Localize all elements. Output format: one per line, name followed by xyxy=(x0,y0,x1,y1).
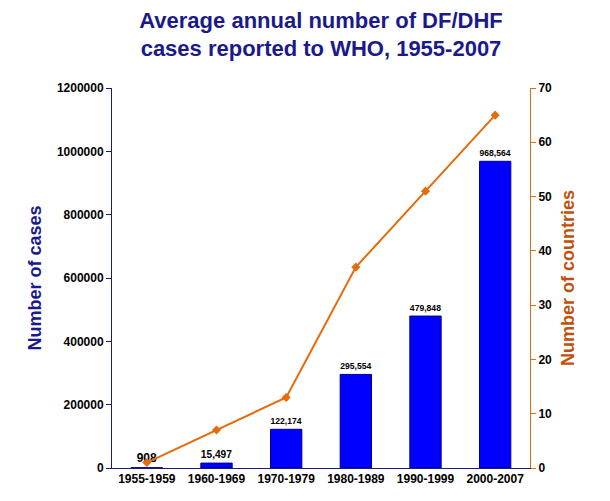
svg-text:70: 70 xyxy=(538,81,552,95)
svg-text:400000: 400000 xyxy=(64,335,104,349)
svg-text:Number of cases: Number of cases xyxy=(25,205,45,350)
svg-text:600000: 600000 xyxy=(64,271,104,285)
svg-text:968,564: 968,564 xyxy=(480,148,511,158)
svg-text:1970-1979: 1970-1979 xyxy=(257,472,315,486)
svg-text:10: 10 xyxy=(538,407,552,421)
svg-text:1960-1969: 1960-1969 xyxy=(188,472,246,486)
svg-text:Number of countries: Number of countries xyxy=(558,190,578,366)
svg-text:15,497: 15,497 xyxy=(201,449,232,460)
svg-text:50: 50 xyxy=(538,190,552,204)
svg-text:200000: 200000 xyxy=(64,398,104,412)
svg-text:908: 908 xyxy=(137,451,157,465)
svg-text:60: 60 xyxy=(538,135,552,149)
svg-text:20: 20 xyxy=(538,353,552,367)
svg-text:122,174: 122,174 xyxy=(271,416,302,426)
svg-text:295,554: 295,554 xyxy=(340,361,371,371)
svg-text:1000000: 1000000 xyxy=(57,145,104,159)
svg-text:1200000: 1200000 xyxy=(57,81,104,95)
svg-text:1990-1999: 1990-1999 xyxy=(397,472,455,486)
svg-text:0: 0 xyxy=(97,461,104,475)
svg-text:40: 40 xyxy=(538,244,552,258)
svg-text:479,848: 479,848 xyxy=(410,303,441,313)
svg-text:800000: 800000 xyxy=(64,208,104,222)
svg-text:2000-2007: 2000-2007 xyxy=(466,472,524,486)
svg-text:1955-1959: 1955-1959 xyxy=(118,472,176,486)
svg-text:30: 30 xyxy=(538,298,552,312)
svg-text:0: 0 xyxy=(538,461,545,475)
svg-text:Average annual number of DF/DH: Average annual number of DF/DHFcases rep… xyxy=(139,8,502,62)
svg-text:1980-1989: 1980-1989 xyxy=(327,472,385,486)
